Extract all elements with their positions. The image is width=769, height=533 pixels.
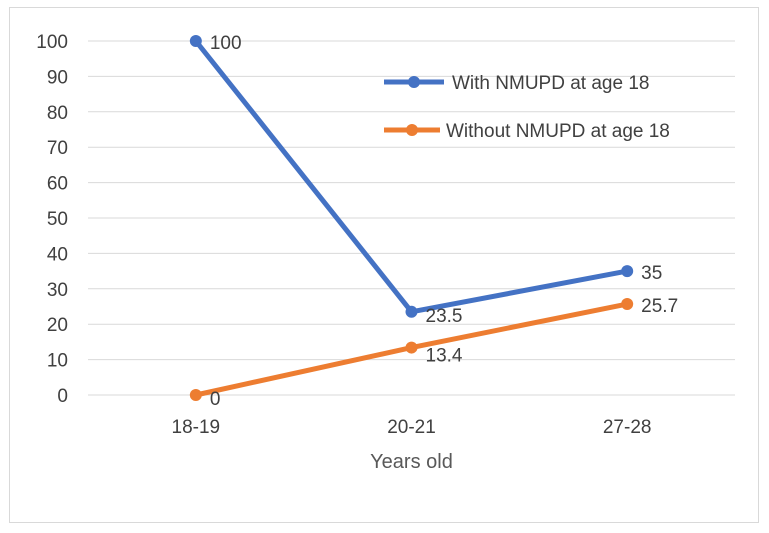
legend-entry: Without NMUPD at age 18	[384, 121, 670, 142]
legend: With NMUPD at age 18 Without NMUPD at age…	[384, 73, 670, 142]
chart-frame	[9, 7, 759, 523]
data-point	[621, 265, 634, 278]
x-axis-title: Years old	[370, 451, 453, 473]
y-tick-label: 40	[47, 244, 68, 265]
x-tick-label: 20-21	[387, 417, 436, 438]
series-group: 100 23.5 35 0 13.4 25.7	[189, 33, 678, 410]
legend-swatch-marker	[406, 124, 418, 136]
legend-swatch-marker	[408, 76, 420, 88]
data-label: 13.4	[426, 346, 463, 367]
y-tick-label: 30	[47, 280, 68, 301]
data-label: 25.7	[641, 296, 678, 317]
data-point	[621, 298, 634, 311]
y-tick-label: 10	[47, 351, 68, 372]
data-label: 23.5	[426, 306, 463, 327]
legend-label: Without NMUPD at age 18	[446, 121, 670, 142]
legend-label: With NMUPD at age 18	[452, 73, 649, 94]
data-point	[189, 35, 202, 47]
x-tick-label: 27-28	[603, 417, 652, 438]
data-point	[405, 341, 418, 354]
series-without-nmupd: 0 13.4 25.7	[189, 296, 678, 410]
x-tick-label: 18-19	[172, 417, 221, 438]
y-tick-label: 50	[47, 209, 68, 230]
y-axis-ticks: 0 10 20 30 40 50 60 70 80 90 100	[36, 32, 68, 407]
y-tick-label: 90	[47, 67, 68, 88]
data-point	[189, 389, 202, 401]
data-label: 100	[210, 33, 242, 54]
series-with-nmupd: 100 23.5 35	[189, 33, 662, 327]
data-point	[405, 305, 418, 318]
y-tick-label: 20	[47, 315, 68, 336]
y-tick-label: 80	[47, 103, 68, 124]
legend-entry: With NMUPD at age 18	[384, 73, 649, 94]
y-tick-label: 0	[57, 386, 68, 407]
y-tick-label: 70	[47, 138, 68, 159]
y-tick-label: 100	[36, 32, 68, 53]
y-tick-label: 60	[47, 174, 68, 195]
x-axis-ticks: 18-19 20-21 27-28	[172, 417, 652, 438]
data-label: 35	[641, 263, 662, 284]
data-label: 0	[210, 389, 221, 410]
